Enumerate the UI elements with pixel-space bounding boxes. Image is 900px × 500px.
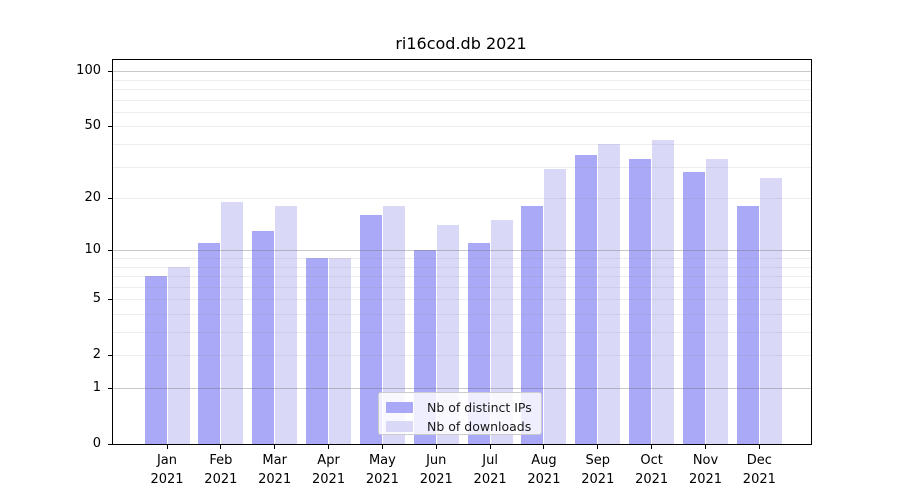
gridline-minor-80	[113, 89, 811, 91]
x-tick-jan	[166, 444, 168, 449]
x-tick-feb	[220, 444, 222, 449]
x-tick-label-sep: Sep 2021	[581, 453, 615, 487]
bar-ips-dec	[736, 206, 759, 444]
bar-downloads-jan	[167, 266, 190, 444]
gridline-minor-50	[113, 126, 811, 128]
legend-swatch-distinct-ips	[386, 401, 413, 413]
x-tick-may	[381, 444, 383, 449]
bar-downloads-dec	[759, 177, 782, 444]
bar-downloads-jun	[436, 225, 459, 444]
bar-ips-feb	[198, 243, 221, 444]
x-tick-aug	[543, 444, 545, 449]
y-tick-10	[108, 249, 113, 251]
y-tick-20	[108, 197, 113, 199]
chart-title: ri16cod.db 2021	[395, 34, 527, 53]
x-tick-label-nov: Nov 2021	[688, 453, 723, 487]
bar-ips-may	[359, 215, 382, 444]
legend-row-distinct-ips: Nb of distinct IPs	[386, 398, 541, 416]
y-tick-label-100: 100	[76, 63, 101, 79]
bar-ips-nov	[683, 171, 705, 444]
plot-area: 0 1 2 5 10 20 50 100 Jan 2021 Feb 2021 Mar 2021 Apr 202…	[76, 59, 812, 487]
x-tick-jun	[435, 444, 437, 449]
y-tick-label-5: 5	[92, 291, 101, 307]
y-tick-label-10: 10	[84, 242, 101, 258]
bar-ips-mar	[252, 230, 275, 444]
gridline-minor-40	[113, 144, 811, 146]
gridline-major-100	[113, 71, 811, 73]
x-tick-oct	[651, 444, 653, 449]
bar-downloads-aug	[544, 169, 567, 444]
gridline-minor-90	[113, 79, 811, 81]
x-tick-label-feb: Feb 2021	[204, 453, 238, 487]
bar-downloads-mar	[275, 206, 298, 444]
x-tick-label-apr: Apr 2021	[312, 453, 346, 487]
bar-downloads-jul	[490, 220, 513, 444]
bar-ips-apr	[306, 258, 329, 444]
bar-ips-aug	[521, 206, 544, 444]
legend-label-downloads: Nb of downloads	[427, 418, 532, 434]
gridline-minor-60	[113, 111, 811, 113]
x-tick-mar	[274, 444, 276, 449]
legend-row-downloads: Nb of downloads	[386, 417, 541, 435]
bar-ips-oct	[629, 159, 652, 444]
legend: Nb of distinct IPs Nb of downloads	[378, 392, 542, 435]
x-tick-label-dec: Dec 2021	[742, 453, 776, 487]
y-tick-2	[108, 354, 113, 356]
gridline-minor-70	[113, 99, 811, 101]
x-tick-nov	[705, 444, 706, 449]
x-tick-label-oct: Oct 2021	[635, 453, 669, 487]
y-tick-label-50: 50	[84, 118, 101, 134]
bar-downloads-oct	[652, 140, 675, 444]
bar-downloads-feb	[221, 202, 244, 444]
bar-downloads-may	[382, 206, 405, 444]
bar-downloads-sep	[598, 144, 621, 444]
bar-ips-jan	[144, 276, 167, 444]
y-tick-1	[108, 387, 113, 389]
x-tick-jul	[489, 444, 491, 449]
x-tick-sep	[597, 444, 599, 449]
x-tick-label-mar: Mar 2021	[258, 453, 292, 487]
bar-ips-sep	[575, 154, 598, 444]
x-tick-label-aug: Aug 2021	[527, 453, 561, 487]
x-tick-label-may: May 2021	[365, 453, 399, 487]
y-tick-100	[108, 70, 113, 72]
bar-downloads-nov	[706, 159, 728, 444]
y-tick-label-0: 0	[92, 436, 101, 451]
y-tick-label-1: 1	[92, 380, 101, 395]
x-tick-label-jun: Jun 2021	[419, 453, 453, 487]
legend-swatch-downloads	[386, 420, 413, 432]
legend-label-distinct-ips: Nb of distinct IPs	[427, 399, 532, 415]
y-tick-50	[108, 125, 113, 127]
x-tick-dec	[758, 444, 760, 449]
y-tick-0	[108, 443, 113, 445]
x-tick-label-jan: Jan 2021	[150, 453, 184, 487]
x-tick-label-jul: Jul 2021	[473, 453, 507, 487]
y-tick-label-2: 2	[92, 347, 101, 363]
bar-downloads-apr	[329, 258, 352, 444]
x-tick-apr	[328, 444, 330, 449]
y-tick-label-20: 20	[84, 190, 101, 206]
y-tick-5	[108, 298, 113, 300]
